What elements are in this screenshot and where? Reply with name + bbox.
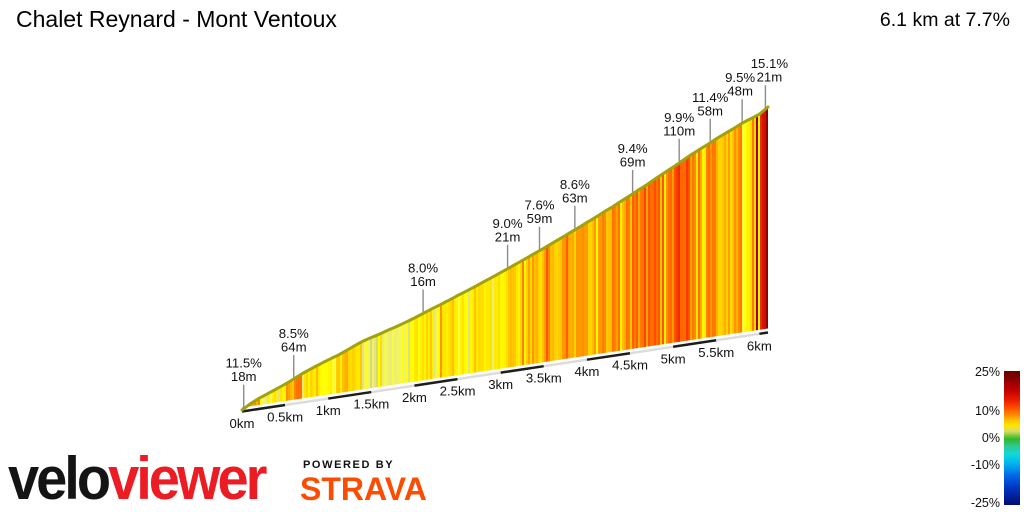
x-axis-label: 2km [402,390,427,405]
x-axis-label: 1km [316,403,341,418]
x-axis-label: 4km [574,364,599,379]
annotation-gradient: 15.1% [751,56,789,71]
annotation-gradient: 9.4% [618,141,648,156]
annotation-gain: 21m [757,70,783,85]
annotation-gain: 21m [495,229,521,244]
x-axis-label: 4.5km [612,358,648,373]
veloviewer-logo-velo: velo [8,443,111,512]
annotation-gain: 18m [231,369,257,384]
x-axis-label: 5.5km [698,345,734,360]
x-axis-label: 0km [230,416,255,431]
x-axis-label: 6km [747,338,772,353]
powered-by-label: POWERED BY [303,459,395,471]
veloviewer-logo[interactable]: veloviewer [8,443,267,512]
gradient-annotations: 11.5%18m8.5%64m8.0%16m9.0%21m7.6%59m8.6%… [226,56,789,408]
veloviewer-logo-viewer: viewer [108,443,267,512]
x-axis-label: 3km [488,377,513,392]
profile-stripes [242,107,768,410]
strava-logo[interactable]: STRAVA [300,471,427,507]
x-axis-label: 0.5km [267,410,303,425]
annotation-gain: 58m [697,103,723,118]
annotation-gain: 63m [562,190,588,205]
annotation-gradient: 8.0% [408,260,438,275]
annotation-gradient: 11.5% [226,356,263,371]
annotation-gradient: 11.4% [692,90,729,105]
page-title: Chalet Reynard - Mont Ventoux [16,6,337,32]
annotation-gradient: 9.9% [664,110,694,125]
legend-tick-neg10: -10% [970,458,1000,472]
annotation-gradient: 9.0% [493,216,523,231]
annotation-gain: 59m [527,211,553,226]
annotation-gain: 69m [620,154,646,169]
annotation-gradient: 7.6% [524,198,554,213]
annotation-gain: 64m [281,339,307,354]
gradient-color-scale [1004,371,1020,505]
climb-summary: 6.1 km at 7.7% [879,9,1010,31]
legend-tick-neg25: -25% [970,496,1000,510]
annotation-gain: 48m [727,84,753,99]
x-axis-labels: 0km 0.5km 1km 1.5km 2km 2.5km 3km 3.5km 4km 4.5km… [230,338,772,431]
legend-tick-25: 25% [974,365,1000,379]
x-axis-label: 1.5km [353,397,389,412]
annotation-gain: 16m [410,274,436,289]
distance-scale-bar [241,331,769,413]
x-axis-label: 5km [661,351,686,366]
x-axis-label: 2.5km [440,384,476,399]
legend-tick-0: 0% [981,431,1000,445]
legend-tick-10: 10% [974,404,1000,418]
annotation-gradient: 8.6% [560,177,590,192]
annotation-gradient: 8.5% [279,326,309,341]
profile-top-edge [240,105,770,412]
annotation-gradient: 9.5% [725,70,755,85]
annotation-gain: 110m [663,123,695,138]
x-axis-label: 3.5km [526,371,562,386]
